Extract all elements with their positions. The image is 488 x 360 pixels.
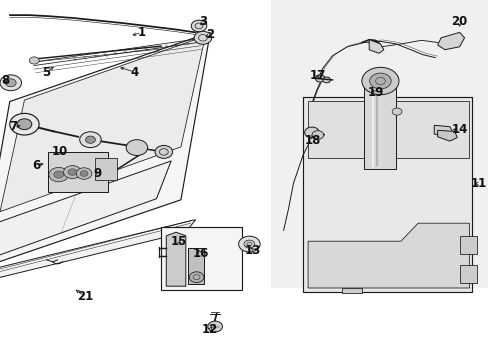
Text: 17: 17 bbox=[309, 69, 325, 82]
Circle shape bbox=[361, 67, 398, 95]
Circle shape bbox=[207, 321, 222, 332]
Polygon shape bbox=[303, 97, 471, 292]
Circle shape bbox=[5, 79, 16, 87]
Polygon shape bbox=[0, 161, 171, 267]
Text: 16: 16 bbox=[192, 247, 208, 260]
Text: 10: 10 bbox=[51, 145, 68, 158]
Circle shape bbox=[68, 169, 77, 175]
Circle shape bbox=[63, 166, 81, 179]
Polygon shape bbox=[307, 101, 468, 158]
Text: 19: 19 bbox=[366, 86, 383, 99]
Text: 4: 4 bbox=[130, 66, 138, 78]
Text: 15: 15 bbox=[170, 235, 186, 248]
Circle shape bbox=[322, 77, 330, 83]
Circle shape bbox=[315, 75, 325, 82]
Circle shape bbox=[0, 75, 21, 91]
Circle shape bbox=[311, 131, 323, 139]
Text: 5: 5 bbox=[42, 66, 50, 78]
Circle shape bbox=[76, 168, 92, 179]
Polygon shape bbox=[95, 158, 117, 180]
Text: 7: 7 bbox=[10, 120, 18, 133]
Text: 3: 3 bbox=[199, 15, 206, 28]
Circle shape bbox=[54, 171, 63, 178]
Circle shape bbox=[191, 20, 206, 32]
Circle shape bbox=[304, 127, 319, 138]
Text: 21: 21 bbox=[77, 291, 94, 303]
Polygon shape bbox=[437, 32, 464, 50]
Text: 6: 6 bbox=[33, 159, 41, 172]
Circle shape bbox=[80, 171, 88, 176]
Circle shape bbox=[194, 31, 211, 44]
Polygon shape bbox=[0, 220, 195, 283]
Circle shape bbox=[126, 140, 147, 156]
Circle shape bbox=[369, 73, 390, 89]
Text: 13: 13 bbox=[244, 244, 261, 257]
Text: 18: 18 bbox=[304, 134, 321, 147]
Circle shape bbox=[17, 119, 32, 130]
Polygon shape bbox=[48, 152, 107, 192]
Polygon shape bbox=[437, 130, 456, 141]
Circle shape bbox=[391, 108, 401, 115]
Text: 1: 1 bbox=[138, 26, 145, 39]
Circle shape bbox=[10, 113, 39, 135]
Bar bbox=[161, 227, 242, 290]
Polygon shape bbox=[459, 265, 476, 283]
Text: 12: 12 bbox=[202, 323, 218, 336]
Circle shape bbox=[244, 240, 254, 248]
Polygon shape bbox=[307, 223, 468, 288]
Polygon shape bbox=[0, 36, 205, 212]
Polygon shape bbox=[271, 0, 488, 288]
Text: 11: 11 bbox=[470, 177, 487, 190]
Polygon shape bbox=[0, 32, 210, 268]
Circle shape bbox=[49, 167, 68, 182]
Text: 2: 2 bbox=[206, 28, 214, 41]
Circle shape bbox=[155, 145, 172, 158]
Circle shape bbox=[189, 272, 203, 283]
Text: 14: 14 bbox=[450, 123, 467, 136]
Bar bbox=[364, 83, 395, 169]
Circle shape bbox=[85, 136, 95, 143]
Circle shape bbox=[80, 132, 101, 148]
Circle shape bbox=[29, 57, 39, 64]
Polygon shape bbox=[188, 248, 204, 284]
Polygon shape bbox=[459, 236, 476, 254]
Polygon shape bbox=[433, 125, 453, 138]
Polygon shape bbox=[368, 40, 383, 53]
Text: 8: 8 bbox=[1, 75, 9, 87]
Text: 20: 20 bbox=[450, 15, 467, 28]
Polygon shape bbox=[166, 232, 185, 286]
Circle shape bbox=[238, 236, 260, 252]
Polygon shape bbox=[342, 288, 361, 293]
Text: 9: 9 bbox=[94, 167, 102, 180]
